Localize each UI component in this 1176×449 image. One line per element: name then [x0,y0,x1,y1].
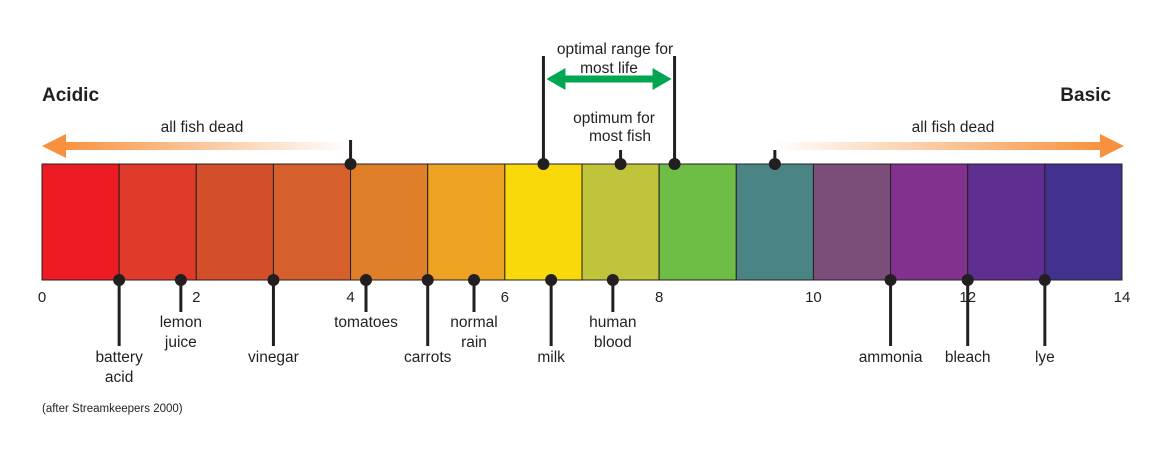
lye-marker-dot [1038,274,1051,286]
ph-segment-0 [41,163,120,281]
lemon-juice-label-line2: juice [164,334,197,351]
lye-label: lye [1035,349,1055,366]
vinegar-label: vinegar [248,349,299,366]
bleach-label: bleach [945,349,991,366]
ph-segment-4 [350,163,429,281]
milk-label: milk [537,349,565,366]
ph-segment-1 [118,163,197,281]
optimal-range-label-line2: most life [580,60,638,77]
ph-color-bar [41,163,1123,281]
acid-arrow-shaft [60,142,351,150]
ph-segment-8 [658,163,737,281]
ph-segment-11 [890,163,969,281]
basic-label: Basic [1060,85,1111,106]
ph-segment-2 [195,163,274,281]
ph-segment-6 [504,163,583,281]
ph-segment-10 [812,163,892,281]
ammonia-label: ammonia [859,349,923,366]
range-arrows [42,68,1124,158]
normal-rain-marker-dot [468,274,480,286]
tomatoes-marker-dot [360,274,372,286]
optimal-range-head-right [652,68,672,90]
normal-rain-label-line2: rain [461,334,487,351]
normal-rain-label: normal [450,314,497,331]
ph-segment-5 [427,163,506,281]
human-blood-label: human [589,314,636,331]
base-fish-dead-label: all fish dead [912,119,995,136]
source-note: (after Streamkeepers 2000) [42,403,183,415]
ammonia-marker-dot [884,274,897,286]
battery-acid-label: battery [95,349,143,366]
base-arrow-shaft [774,142,1104,150]
ph-segment-3 [272,163,352,281]
battery-acid-label-line2: acid [105,369,133,386]
lemon-juice-label: lemon [160,314,202,331]
tick-label-0: 0 [38,289,46,306]
human-blood-label-line2: blood [594,334,632,351]
lemon-juice-marker-dot [174,274,187,286]
ph-tick-labels: 02468101214 [38,289,1131,306]
tick-label-14: 14 [1114,289,1131,306]
optimal-range-end-marker-dot [668,158,681,170]
optimal-range-start-marker-dot [537,158,550,170]
top-markers [344,56,781,170]
optimal-range-shaft [557,75,661,83]
human-blood-marker-dot [606,274,619,286]
carrots-marker-dot [421,274,434,286]
tomatoes-label: tomatoes [334,314,398,331]
acid-arrow-head [42,134,66,158]
base-arrow-head [1100,134,1124,158]
acid-limit-marker-dot [344,158,357,170]
tick-label-2: 2 [192,289,200,306]
tick-label-6: 6 [501,289,509,306]
ph-segment-7 [581,163,660,281]
bleach-marker-dot [961,274,974,286]
acid-fish-dead-label: all fish dead [161,119,244,136]
optimum-marker-dot [614,158,627,170]
acidic-label: Acidic [42,85,99,106]
vinegar-marker-dot [267,274,280,286]
ph-segment-13 [1044,163,1123,281]
carrots-label: carrots [404,349,452,366]
tick-label-8: 8 [655,289,663,306]
optimum-label-line2: most fish [589,128,651,145]
tick-label-10: 10 [805,289,822,306]
battery-acid-marker-dot [113,274,126,286]
ph-segment-9 [735,163,814,281]
substance-markers: battery acid lemon juice vinegar tomatoes carr… [95,274,1055,386]
tick-label-4: 4 [346,289,354,306]
optimal-range-head-left [546,68,566,90]
optimum-label: optimum for [573,110,655,127]
base-limit-marker-dot [768,158,781,170]
optimal-range-label: optimal range for [557,41,673,58]
ph-segment-12 [967,163,1046,281]
milk-marker-dot [545,274,558,286]
